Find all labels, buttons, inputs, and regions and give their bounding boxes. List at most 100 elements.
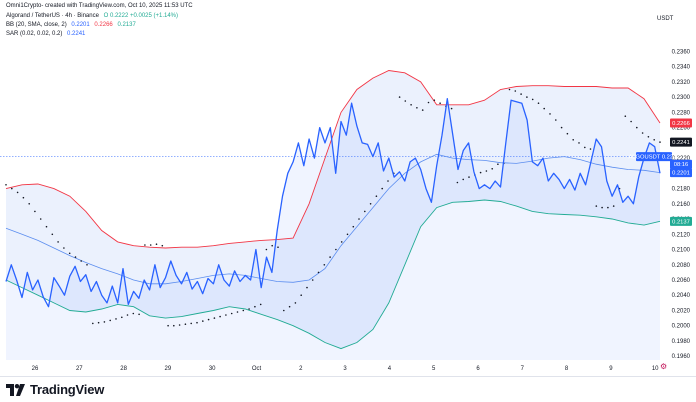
tradingview-logo[interactable]: TradingView	[6, 382, 104, 397]
sar-dot	[612, 205, 615, 207]
sar-dot	[508, 88, 511, 91]
sar-dot	[259, 303, 262, 306]
sar-dot	[167, 324, 169, 327]
x-tick-label: 6	[476, 366, 480, 372]
y-axis: 0.23600.23400.23200.23000.22800.22600.22…	[672, 49, 691, 360]
price-label-bg	[670, 118, 692, 128]
x-tick-label: 29	[165, 366, 172, 372]
sar-dot	[421, 109, 424, 111]
bb-legend[interactable]: BB (20, SMA, close, 2) 0.2201 0.2266 0.2…	[6, 22, 136, 28]
settings-icon[interactable]: ⚙	[660, 362, 668, 371]
sar-dot	[196, 321, 198, 324]
price-label-text: ALGOUSDT 0.2222	[628, 155, 679, 161]
x-tick-label: 10	[652, 366, 659, 372]
sar-dot	[653, 139, 655, 141]
sar-dot	[16, 191, 19, 194]
sar-dot	[416, 107, 418, 109]
sar-dot	[456, 181, 459, 184]
x-tick-label: 8	[565, 366, 569, 372]
sar-dot	[68, 252, 71, 255]
price-label: 0.2241	[670, 137, 692, 147]
sar-dot	[659, 141, 661, 143]
sar-dot	[74, 256, 77, 258]
sar-dot	[572, 139, 574, 141]
sar-legend[interactable]: SAR (0.02, 0.02, 0.2) 0.2241	[6, 31, 85, 37]
sar-dot	[283, 309, 285, 312]
price-label: 0.2266	[670, 118, 692, 128]
price-label-text: 0.2241	[672, 140, 690, 146]
sar-dot	[520, 93, 522, 95]
bb-lower-value: 0.2137	[117, 22, 136, 28]
sar-dot	[144, 244, 146, 246]
sar-dot	[51, 233, 54, 236]
sar-dot	[248, 308, 250, 310]
sar-dot	[427, 101, 430, 104]
sar-dot	[450, 107, 453, 110]
price-label: 0.2201	[670, 168, 692, 178]
sar-dot	[161, 244, 164, 247]
sar-dot	[387, 180, 389, 182]
sar-dot	[271, 244, 274, 247]
tradingview-logo-icon	[6, 383, 25, 396]
sar-dot	[433, 99, 436, 101]
sar-dot	[340, 241, 343, 243]
price-label: 0.2137	[670, 216, 692, 226]
sar-dot	[485, 170, 488, 172]
y-tick-label: 0.2360	[672, 49, 691, 55]
sar-dot	[5, 184, 7, 186]
sar-dot	[381, 187, 384, 190]
sar-dot	[11, 187, 13, 190]
sar-dot	[306, 286, 308, 289]
sar-dot	[115, 318, 117, 320]
sar-dot	[323, 264, 326, 266]
sar-dot	[97, 321, 100, 324]
sar-dot	[57, 241, 59, 243]
sar-dot	[178, 324, 181, 326]
sar-dot	[22, 196, 25, 199]
sar-dot	[277, 246, 279, 248]
x-tick-label: 2	[299, 366, 303, 372]
brand-name: TradingView	[30, 382, 105, 397]
sar-dot	[375, 195, 378, 197]
x-tick-label: 28	[120, 366, 127, 372]
sar-dot	[184, 323, 187, 326]
x-tick-label: 30	[209, 366, 216, 372]
sar-dot	[92, 322, 94, 325]
basis-line	[5, 153, 661, 285]
sar-dot	[149, 244, 152, 246]
price-label-text: 0.2201	[672, 171, 690, 177]
price-label-bg	[670, 159, 692, 169]
sar-dot	[236, 311, 239, 313]
price-label-bg	[670, 137, 692, 147]
price-series-line	[5, 98, 661, 308]
sar-dot	[589, 148, 592, 150]
sar-dot	[155, 243, 158, 245]
sar-dot	[225, 314, 227, 316]
sar-dot	[584, 146, 586, 149]
sar-dot	[358, 218, 360, 220]
sar-dot	[254, 305, 256, 308]
x-tick-label: 4	[388, 366, 392, 372]
y-tick-label: 0.1960	[672, 354, 691, 360]
sar-dot	[468, 176, 470, 178]
symbol-title: Algorand / TetherUS · 4h · Binance	[6, 13, 99, 19]
sar-dot	[462, 178, 465, 181]
sar-dot	[39, 218, 42, 220]
sar-dot	[63, 247, 65, 249]
sar-dot	[138, 313, 140, 316]
sar-dot	[624, 115, 627, 117]
price-label-text: 0.2137	[672, 219, 690, 225]
sar-dot	[329, 256, 331, 258]
sar-dot	[398, 96, 401, 98]
x-tick-label: 7	[521, 366, 525, 372]
y-tick-label: 0.2160	[672, 202, 691, 208]
y-tick-label: 0.2080	[672, 263, 691, 269]
sar-dot	[439, 102, 441, 104]
y-tick-label: 0.2020	[672, 308, 691, 314]
bb-upper-value: 0.2266	[94, 22, 113, 28]
sar-dot	[641, 132, 644, 134]
footer: TradingView	[0, 376, 696, 402]
y-tick-label: 0.2040	[672, 293, 691, 299]
sar-dot	[404, 100, 407, 102]
